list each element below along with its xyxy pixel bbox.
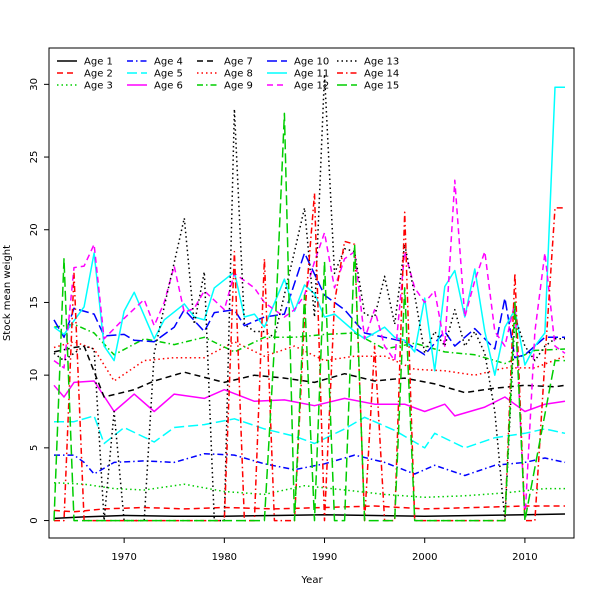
legend-label: Age 12 [294, 81, 329, 92]
series-line-1 [53, 513, 566, 520]
legend-item: Age 5 [127, 69, 183, 80]
y-tick-label: 0 [29, 517, 40, 523]
series-line-2 [53, 505, 565, 513]
series-line-11 [53, 86, 565, 376]
legend-item: Age 7 [197, 57, 253, 68]
series-lines [53, 73, 566, 522]
series-line-3 [53, 481, 565, 499]
legend-item: Age 14 [337, 69, 399, 80]
legend-item: Age 4 [127, 57, 183, 68]
legend-label: Age 2 [84, 69, 113, 80]
legend-label: Age 9 [224, 81, 253, 92]
legend-item: Age 13 [337, 57, 399, 68]
y-tick-label: 30 [29, 78, 40, 91]
y-tick-label: 5 [29, 445, 40, 451]
series-line-10 [53, 252, 565, 359]
y-tick-label: 25 [29, 151, 40, 164]
x-tick-label: 2010 [512, 552, 537, 563]
series-line-8 [53, 340, 566, 382]
y-axis-title: Stock mean weight [2, 245, 13, 341]
x-axis: 1970 1980 1990 2000 2010 [111, 538, 538, 563]
legend-label: Age 5 [154, 69, 183, 80]
legend-item: Age 12 [267, 81, 329, 92]
legend-item: Age 6 [127, 81, 183, 92]
x-tick-label: 2000 [412, 552, 437, 563]
legend-item: Age 10 [267, 57, 329, 68]
series-line-7 [53, 345, 566, 398]
legend-label: Age 7 [224, 57, 253, 68]
series-line-5 [54, 415, 566, 449]
series-line-12 [53, 179, 566, 522]
y-tick-label: 15 [29, 296, 40, 309]
x-axis-title: Year [300, 575, 323, 586]
y-axis: 0 5 10 15 20 25 30 [29, 78, 49, 524]
legend-label: Age 4 [154, 57, 183, 68]
legend-item: Age 2 [57, 69, 113, 80]
plot-frame [48, 47, 575, 539]
series-line-14 [54, 192, 565, 522]
legend-label: Age 6 [154, 81, 183, 92]
legend-label: Age 3 [84, 81, 113, 92]
legend-item: Age 8 [197, 69, 253, 80]
legend-label: Age 8 [224, 69, 253, 80]
legend-label: Age 11 [294, 69, 329, 80]
series-line-4 [54, 452, 566, 477]
y-tick-label: 20 [29, 223, 40, 236]
legend-item: Age 11 [267, 69, 329, 80]
legend-label: Age 13 [364, 57, 399, 68]
x-tick-label: 1970 [111, 552, 136, 563]
series-line-15 [53, 112, 565, 522]
legend-label: Age 10 [294, 57, 329, 68]
legend-item: Age 15 [337, 81, 399, 92]
x-tick-label: 1980 [212, 552, 237, 563]
y-tick-label: 10 [29, 369, 40, 382]
legend-label: Age 14 [364, 69, 399, 80]
legend-item: Age 9 [197, 81, 253, 92]
legend-item: Age 3 [57, 81, 113, 92]
legend-item: Age 1 [57, 57, 113, 68]
x-tick-label: 1990 [312, 552, 337, 563]
legend-label: Age 1 [84, 57, 113, 68]
series-line-9 [53, 323, 566, 365]
legend-label: Age 15 [364, 81, 399, 92]
